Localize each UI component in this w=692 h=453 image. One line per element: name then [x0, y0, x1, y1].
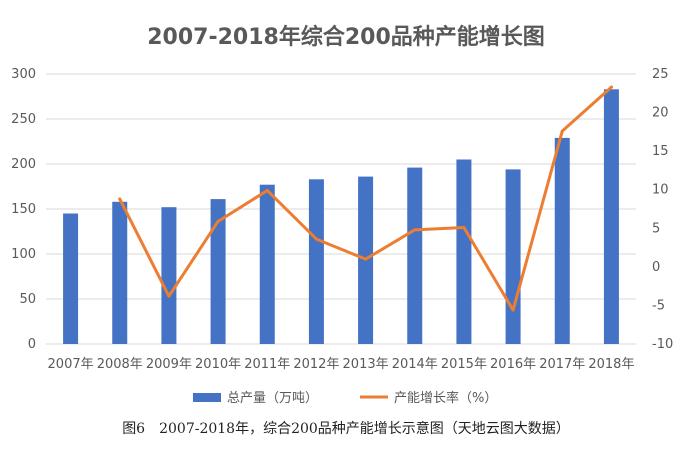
combo-chart: 2007-2018年综合200品种产能增长图 05010015020025030…: [11, 24, 673, 406]
line-point: [167, 294, 171, 298]
right-tick-label: 5: [652, 221, 660, 236]
line-point: [560, 129, 564, 133]
bar: [63, 213, 79, 344]
category-axis: 2007年 2008年 2009年 2010年 2011年 2012年 2013年 2014年…: [48, 357, 635, 372]
line-point: [314, 237, 318, 241]
line-point: [265, 188, 269, 192]
bar: [259, 184, 275, 344]
chart-frame: 2007-2018年综合200品种产能增长图 0 50 100 150 200 250 30…: [11, 24, 673, 406]
bar: [554, 137, 570, 344]
category-label: 2018年: [588, 357, 634, 372]
left-tick-label: 200: [11, 157, 36, 172]
category-label: 2009年: [146, 357, 192, 372]
category-label: 2017年: [539, 357, 585, 372]
figure-caption: 图6 2007-2018年，综合200品种产能增长示意图（天地云图大数据）: [122, 421, 570, 437]
category-label: 2010年: [195, 357, 241, 372]
category-label: 2007年: [48, 357, 94, 372]
category-label: 2011年: [244, 357, 290, 372]
right-tick-label: 15: [652, 144, 669, 159]
right-tick-label: -5: [652, 298, 665, 313]
left-axis: 0 50 100 150 200 250 300: [11, 67, 36, 352]
line-point: [364, 257, 368, 261]
bar: [308, 179, 324, 344]
chart-title: 2007-2018年综合200品种产能增长图: [147, 24, 545, 50]
gridlines: [46, 73, 636, 345]
category-label: 2012年: [293, 357, 339, 372]
category-label: 2008年: [97, 357, 143, 372]
left-tick-label: 100: [11, 247, 36, 262]
left-tick-label: 250: [11, 112, 36, 127]
right-tick-label: 10: [652, 183, 669, 198]
right-tick-label: -10: [652, 337, 673, 352]
line-series: [118, 85, 613, 312]
right-tick-label: 0: [652, 260, 660, 275]
bar: [407, 167, 423, 344]
left-tick-label: 50: [19, 292, 36, 307]
left-tick-label: 0: [28, 337, 36, 352]
left-tick-label: 300: [11, 67, 36, 82]
bar: [161, 207, 177, 344]
line-point: [462, 226, 466, 230]
category-label: 2015年: [441, 357, 487, 372]
bar: [210, 199, 226, 344]
category-label: 2014年: [392, 357, 438, 372]
bar: [603, 89, 619, 344]
line-point: [413, 228, 417, 232]
legend-bar-swatch: [193, 393, 221, 402]
bar: [112, 201, 128, 344]
category-label: 2016年: [490, 357, 536, 372]
right-tick-label: 20: [652, 106, 669, 121]
category-label: 2013年: [343, 357, 389, 372]
bar-series: [63, 89, 619, 344]
left-tick-label: 150: [11, 202, 36, 217]
right-tick-label: 25: [652, 67, 669, 82]
right-axis: -10 -5 0 5 10 15 20 25: [652, 67, 673, 352]
bar: [505, 169, 521, 344]
line-point: [609, 85, 613, 89]
bar: [456, 159, 472, 344]
legend-bar-label: 总产量（万吨）: [227, 391, 318, 406]
legend: 总产量（万吨） 产能增长率（%）: [193, 390, 497, 406]
line-point: [511, 308, 515, 312]
line-point: [118, 197, 122, 201]
line-point: [216, 219, 220, 223]
legend-line-label: 产能增长率（%）: [394, 390, 497, 406]
